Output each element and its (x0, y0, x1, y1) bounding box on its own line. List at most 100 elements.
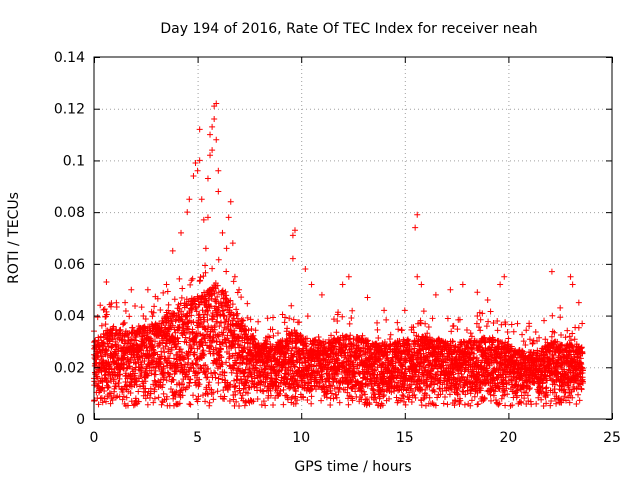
data-point (262, 366, 269, 373)
data-point (267, 392, 274, 399)
data-point (476, 343, 483, 350)
data-point (317, 342, 324, 349)
data-point (197, 364, 204, 371)
data-point (215, 375, 222, 382)
data-point (232, 350, 239, 357)
data-point (112, 383, 119, 390)
data-point (193, 356, 200, 363)
data-point (211, 350, 218, 357)
data-point (504, 391, 511, 398)
data-point (226, 353, 233, 360)
data-point (98, 322, 105, 329)
data-point (328, 390, 335, 397)
data-point (222, 288, 229, 295)
data-point (383, 316, 390, 323)
data-point (437, 391, 444, 398)
data-point (142, 395, 149, 402)
data-point (240, 317, 247, 324)
data-point (514, 387, 521, 394)
data-point (325, 378, 332, 385)
data-point (210, 389, 217, 396)
data-point (386, 335, 393, 342)
data-point (441, 393, 448, 400)
data-point (166, 371, 173, 378)
data-point (327, 387, 334, 394)
data-point (204, 390, 211, 397)
data-point (285, 371, 292, 378)
data-point (231, 384, 238, 391)
data-point (192, 297, 199, 304)
data-point (487, 391, 494, 398)
data-point (124, 402, 131, 409)
data-point (494, 327, 501, 334)
data-point (133, 337, 140, 344)
data-point (160, 390, 167, 397)
data-point (189, 360, 196, 367)
data-point (110, 376, 117, 383)
data-point (436, 385, 443, 392)
data-point (359, 332, 366, 339)
data-point (216, 357, 223, 364)
data-point (432, 402, 439, 409)
data-point (202, 262, 209, 269)
data-point (160, 363, 167, 370)
data-point (103, 347, 110, 354)
data-point (186, 400, 193, 407)
data-point (498, 321, 505, 328)
data-point (229, 301, 236, 308)
data-point (290, 316, 297, 323)
data-point (209, 284, 216, 291)
data-point (150, 344, 157, 351)
data-point (212, 298, 219, 305)
data-point (167, 386, 174, 393)
data-point (359, 392, 366, 399)
data-point (104, 384, 111, 391)
data-point (347, 332, 354, 339)
data-point (205, 307, 212, 314)
data-points (90, 100, 586, 409)
data-point (490, 319, 497, 326)
data-point (187, 401, 194, 408)
data-point (322, 339, 329, 346)
data-point (197, 274, 204, 281)
data-point (227, 381, 234, 388)
data-point (332, 375, 339, 382)
data-point (210, 334, 217, 341)
data-point (339, 313, 346, 320)
data-point (196, 381, 203, 388)
data-point (109, 397, 116, 404)
data-point (120, 387, 127, 394)
data-point (188, 345, 195, 352)
data-point (390, 375, 397, 382)
data-point (449, 338, 456, 345)
data-point (142, 378, 149, 385)
data-point (250, 398, 257, 405)
data-point (145, 354, 152, 361)
data-point (357, 348, 364, 355)
data-point (224, 332, 231, 339)
data-point (431, 381, 438, 388)
data-point (94, 314, 101, 321)
data-point (333, 329, 340, 336)
data-point (370, 361, 377, 368)
data-point (151, 395, 158, 402)
data-point (152, 371, 159, 378)
data-point (406, 394, 413, 401)
data-point (122, 379, 129, 386)
data-point (495, 401, 502, 408)
data-point (431, 388, 438, 395)
data-point (468, 333, 475, 340)
data-point (291, 363, 298, 370)
data-point (233, 360, 240, 367)
data-point (163, 393, 170, 400)
data-point (482, 351, 489, 358)
data-point (154, 351, 161, 358)
data-point (97, 333, 104, 340)
data-point (335, 371, 342, 378)
data-point (405, 338, 412, 345)
data-point (277, 388, 284, 395)
data-point (408, 346, 415, 353)
data-point (103, 311, 110, 318)
data-point (360, 388, 367, 395)
data-point (99, 399, 106, 406)
